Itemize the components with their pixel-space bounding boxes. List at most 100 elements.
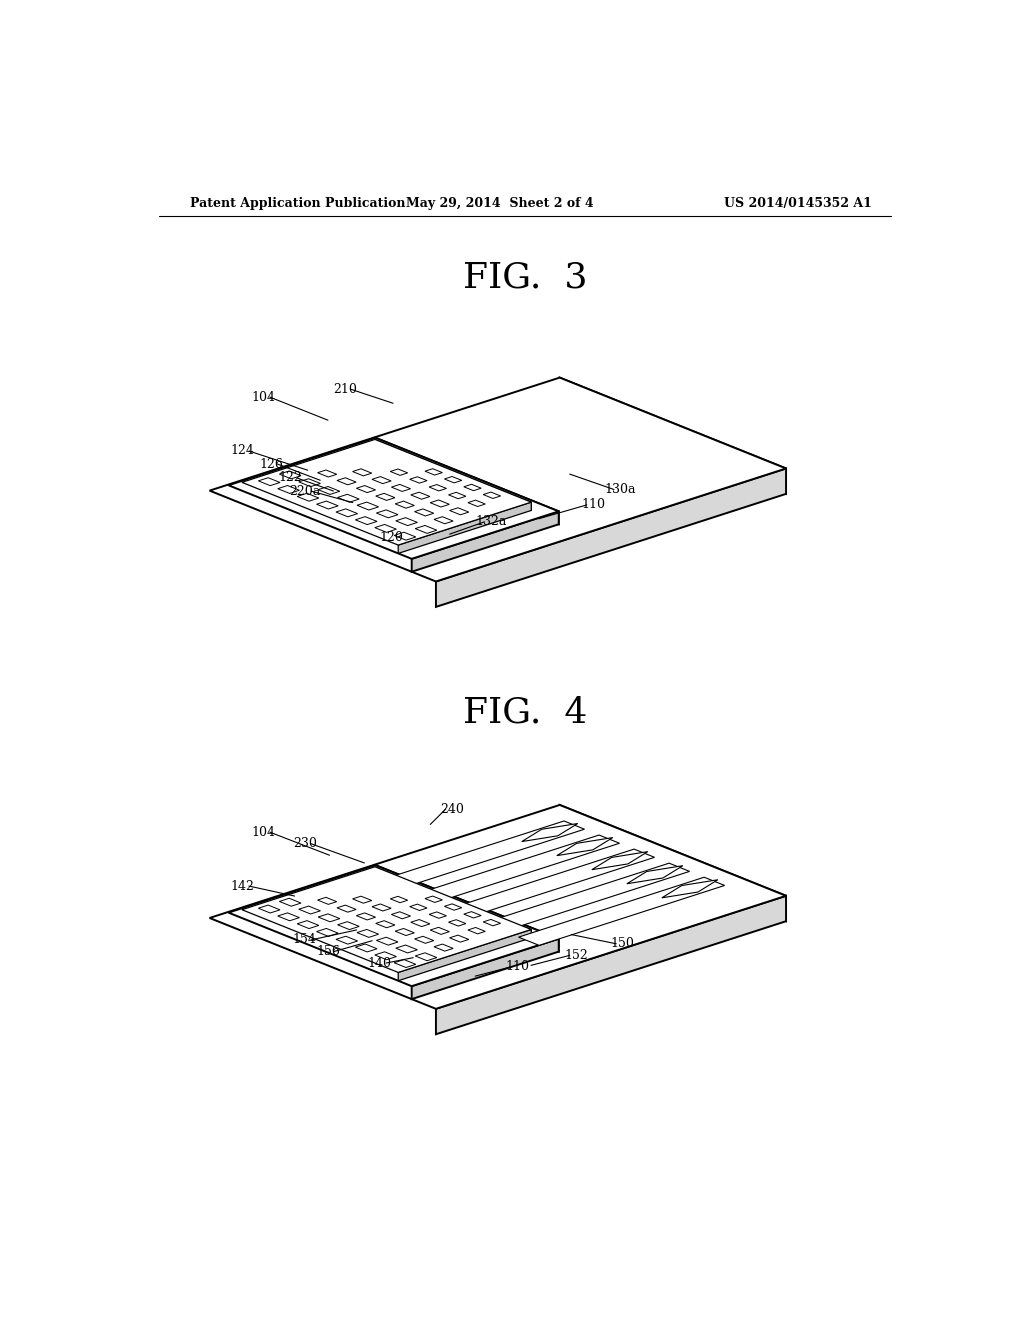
Polygon shape: [258, 478, 280, 486]
Polygon shape: [415, 510, 434, 516]
Polygon shape: [375, 440, 531, 511]
Text: May 29, 2014  Sheet 2 of 4: May 29, 2014 Sheet 2 of 4: [407, 197, 594, 210]
Polygon shape: [280, 471, 301, 479]
Polygon shape: [210, 378, 786, 582]
Polygon shape: [317, 470, 337, 477]
Polygon shape: [338, 494, 359, 502]
Polygon shape: [375, 952, 396, 960]
Text: 126: 126: [259, 458, 284, 471]
Polygon shape: [429, 912, 446, 919]
Text: 124: 124: [230, 445, 255, 458]
Polygon shape: [352, 896, 372, 903]
Polygon shape: [430, 928, 450, 935]
Polygon shape: [390, 469, 408, 475]
Polygon shape: [468, 928, 485, 933]
Polygon shape: [592, 851, 648, 870]
Polygon shape: [395, 928, 415, 936]
Polygon shape: [483, 920, 501, 925]
Text: 156: 156: [316, 945, 340, 958]
Polygon shape: [395, 517, 418, 525]
Polygon shape: [391, 484, 411, 491]
Polygon shape: [444, 477, 462, 483]
Polygon shape: [231, 812, 764, 1001]
Polygon shape: [299, 906, 321, 913]
Polygon shape: [372, 477, 391, 483]
Polygon shape: [280, 899, 301, 907]
Polygon shape: [390, 896, 408, 903]
Polygon shape: [375, 867, 531, 937]
Polygon shape: [415, 953, 437, 961]
Polygon shape: [242, 440, 531, 545]
Polygon shape: [395, 945, 418, 953]
Polygon shape: [391, 912, 411, 919]
Polygon shape: [412, 939, 559, 999]
Polygon shape: [398, 929, 531, 981]
Polygon shape: [464, 912, 481, 917]
Polygon shape: [449, 920, 466, 927]
Polygon shape: [560, 378, 786, 494]
Polygon shape: [337, 906, 356, 912]
Polygon shape: [468, 500, 485, 507]
Text: 122: 122: [279, 471, 303, 484]
Text: 104: 104: [252, 391, 275, 404]
Polygon shape: [557, 838, 612, 855]
Text: 110: 110: [581, 499, 605, 511]
Polygon shape: [357, 502, 379, 510]
Polygon shape: [297, 494, 318, 502]
Polygon shape: [377, 937, 398, 945]
Polygon shape: [377, 510, 398, 517]
Polygon shape: [449, 849, 654, 917]
Polygon shape: [415, 525, 437, 533]
Polygon shape: [410, 477, 427, 483]
Polygon shape: [411, 492, 430, 499]
Polygon shape: [627, 866, 683, 884]
Text: 230: 230: [293, 837, 316, 850]
Text: 130a: 130a: [604, 483, 636, 496]
Polygon shape: [337, 478, 356, 484]
Polygon shape: [483, 863, 689, 932]
Polygon shape: [231, 385, 764, 573]
Polygon shape: [317, 898, 337, 904]
Text: 150: 150: [610, 937, 635, 950]
Polygon shape: [483, 492, 501, 499]
Text: FIG.  3: FIG. 3: [463, 261, 587, 294]
Polygon shape: [372, 904, 391, 911]
Polygon shape: [357, 929, 379, 937]
Polygon shape: [356, 486, 376, 492]
Polygon shape: [379, 821, 585, 890]
Polygon shape: [430, 500, 450, 507]
Polygon shape: [436, 896, 786, 1035]
Text: 104: 104: [252, 825, 275, 838]
Polygon shape: [355, 944, 377, 952]
Text: 142: 142: [230, 879, 255, 892]
Polygon shape: [228, 865, 559, 986]
Text: FIG.  4: FIG. 4: [463, 696, 587, 730]
Polygon shape: [242, 867, 531, 973]
Text: 154: 154: [293, 933, 316, 946]
Polygon shape: [449, 492, 466, 499]
Text: 220a: 220a: [289, 484, 321, 498]
Polygon shape: [414, 836, 620, 903]
Polygon shape: [412, 511, 559, 572]
Polygon shape: [394, 960, 416, 968]
Polygon shape: [376, 920, 395, 928]
Text: 132a: 132a: [475, 515, 507, 528]
Polygon shape: [522, 824, 578, 842]
Polygon shape: [356, 913, 376, 920]
Polygon shape: [450, 508, 469, 515]
Polygon shape: [410, 904, 427, 911]
Polygon shape: [376, 865, 559, 952]
Polygon shape: [395, 502, 415, 508]
Polygon shape: [355, 516, 377, 524]
Polygon shape: [450, 935, 469, 942]
Polygon shape: [444, 904, 462, 911]
Text: 110: 110: [505, 961, 529, 973]
Polygon shape: [560, 805, 786, 921]
Polygon shape: [434, 516, 454, 524]
Text: 240: 240: [440, 803, 464, 816]
Polygon shape: [425, 469, 442, 475]
Polygon shape: [318, 913, 340, 921]
Polygon shape: [316, 928, 338, 936]
Polygon shape: [662, 879, 718, 898]
Polygon shape: [228, 438, 559, 558]
